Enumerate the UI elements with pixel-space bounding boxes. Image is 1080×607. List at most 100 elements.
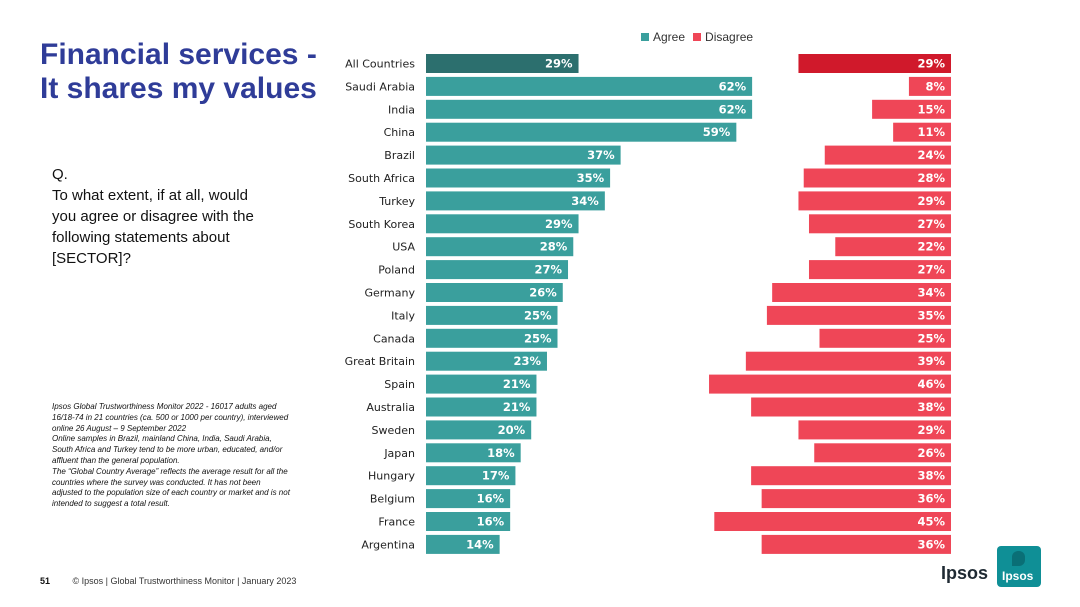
category-label: USA bbox=[392, 241, 415, 254]
methodology-notes: Ipsos Global Trustworthiness Monitor 202… bbox=[52, 402, 337, 510]
category-label: Brazil bbox=[384, 149, 415, 162]
agree-bar bbox=[426, 237, 574, 257]
agree-value-label: 16% bbox=[477, 492, 505, 506]
disagree-value-label: 36% bbox=[917, 537, 945, 551]
disagree-value-label: 34% bbox=[917, 286, 945, 300]
category-label: Hungary bbox=[368, 470, 415, 483]
agree-bar bbox=[426, 99, 753, 119]
disagree-value-label: 27% bbox=[917, 263, 945, 277]
ipsos-logo-icon: Ipsos bbox=[997, 546, 1041, 587]
disagree-bar bbox=[908, 76, 951, 96]
agree-value-label: 28% bbox=[540, 240, 568, 254]
agree-value-label: 29% bbox=[545, 57, 573, 71]
disagree-value-label: 22% bbox=[917, 240, 945, 254]
legend-item-disagree: Disagree bbox=[693, 30, 753, 44]
slide-title-line-1: Financial services - bbox=[40, 38, 317, 71]
disagree-value-label: 26% bbox=[917, 446, 945, 460]
agree-value-label: 34% bbox=[571, 194, 599, 208]
agree-bar bbox=[426, 54, 579, 73]
agree-bar bbox=[426, 191, 605, 211]
page-number: 51 bbox=[40, 576, 51, 586]
category-label: Germany bbox=[364, 287, 415, 300]
legend-swatch-disagree bbox=[693, 33, 702, 41]
agree-bar bbox=[426, 512, 511, 531]
category-label: Italy bbox=[391, 309, 415, 322]
category-label: Belgium bbox=[370, 493, 415, 506]
agree-bar bbox=[426, 76, 753, 96]
disagree-value-label: 38% bbox=[917, 469, 945, 483]
agree-value-label: 26% bbox=[529, 286, 557, 300]
agree-bar bbox=[426, 305, 558, 325]
disagree-value-label: 15% bbox=[917, 102, 945, 116]
agree-bar bbox=[426, 283, 563, 302]
legend-label-disagree: Disagree bbox=[705, 30, 754, 44]
agree-bar bbox=[426, 145, 621, 165]
disagree-value-label: 11% bbox=[917, 125, 945, 139]
disagree-bar bbox=[761, 534, 951, 554]
disagree-bar bbox=[745, 351, 951, 371]
footer-text: © Ipsos | Global Trustworthiness Monitor… bbox=[72, 576, 297, 586]
agree-bar bbox=[426, 374, 537, 394]
agree-value-label: 25% bbox=[524, 331, 552, 345]
disagree-bar bbox=[819, 328, 951, 348]
category-label: Turkey bbox=[378, 195, 415, 208]
notes-line: 16/18-74 in 21 countries (ca. 500 or 100… bbox=[52, 412, 289, 422]
legend-item-agree: Agree bbox=[641, 30, 685, 44]
survey-question: Q. To what extent, if at all, would you … bbox=[52, 164, 287, 269]
category-label: India bbox=[388, 103, 415, 116]
disagree-bar bbox=[751, 397, 951, 417]
category-label: Spain bbox=[384, 378, 415, 391]
disagree-bar bbox=[798, 420, 951, 440]
notes-line: adjusted to the population size of each … bbox=[52, 488, 290, 498]
category-label: China bbox=[384, 126, 415, 139]
agree-value-label: 21% bbox=[503, 377, 531, 391]
category-label: Poland bbox=[378, 264, 415, 277]
agree-value-label: 18% bbox=[487, 446, 515, 460]
slide-title: Financial services - It shares my values bbox=[40, 38, 317, 106]
notes-line: South Africa and Turkey tend to be more … bbox=[52, 445, 283, 455]
disagree-value-label: 24% bbox=[917, 148, 945, 162]
disagree-bar bbox=[814, 443, 951, 463]
agree-bar bbox=[426, 443, 521, 463]
notes-line: online 26 August – 9 September 2022 bbox=[52, 423, 187, 433]
agree-bar bbox=[426, 420, 532, 440]
slide-footer: 51 © Ipsos | Global Trustworthiness Moni… bbox=[40, 576, 296, 586]
category-label: South Africa bbox=[348, 172, 415, 185]
question-line: Q. bbox=[52, 166, 68, 183]
disagree-value-label: 8% bbox=[925, 79, 945, 93]
agree-value-label: 21% bbox=[503, 400, 531, 414]
disagree-bar bbox=[803, 168, 951, 188]
agree-value-label: 29% bbox=[545, 217, 573, 231]
agree-value-label: 23% bbox=[513, 354, 541, 368]
chart-legend: Agree Disagree bbox=[641, 30, 753, 44]
agree-bar bbox=[426, 466, 516, 486]
agree-value-label: 25% bbox=[524, 308, 552, 322]
disagree-value-label: 28% bbox=[917, 171, 945, 185]
agree-value-label: 59% bbox=[703, 125, 731, 139]
question-line: you agree or disagree with the bbox=[52, 208, 254, 225]
question-line: To what extent, if at all, would bbox=[52, 187, 248, 204]
agree-bar bbox=[426, 122, 737, 142]
agree-value-label: 17% bbox=[482, 469, 510, 483]
agree-value-label: 35% bbox=[577, 171, 605, 185]
notes-line: Online samples in Brazil, mainland China… bbox=[52, 434, 272, 444]
disagree-bar bbox=[893, 122, 951, 142]
agree-bar bbox=[426, 328, 558, 348]
disagree-bar bbox=[808, 214, 951, 234]
category-label: Canada bbox=[373, 332, 415, 345]
disagree-value-label: 29% bbox=[917, 194, 945, 208]
category-label: Saudi Arabia bbox=[345, 80, 415, 93]
question-line: following statements about bbox=[52, 229, 230, 246]
disagree-bar bbox=[751, 466, 951, 486]
disagree-value-label: 25% bbox=[917, 331, 945, 345]
disagree-bar bbox=[824, 145, 951, 165]
category-label: Argentina bbox=[361, 538, 415, 551]
disagree-bar bbox=[872, 99, 951, 119]
logo-speech-icon bbox=[1012, 551, 1025, 566]
notes-line: The “Global Country Average” reflects th… bbox=[52, 466, 288, 476]
disagree-value-label: 36% bbox=[917, 492, 945, 506]
agree-bar bbox=[426, 214, 579, 234]
disagree-value-label: 39% bbox=[917, 354, 945, 368]
agree-value-label: 62% bbox=[719, 102, 747, 116]
